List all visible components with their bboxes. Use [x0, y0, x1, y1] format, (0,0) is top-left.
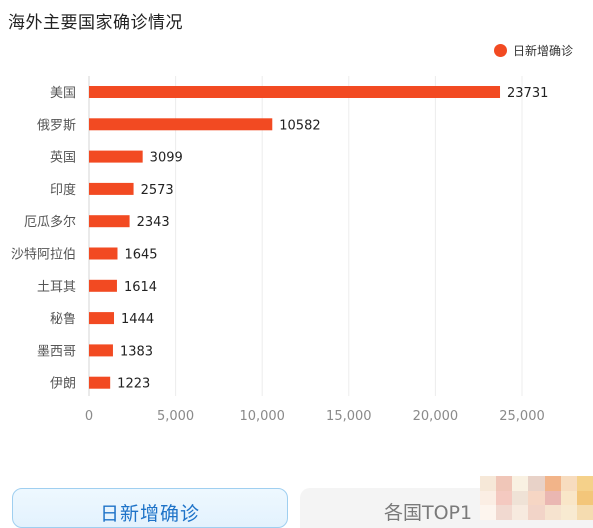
value-label: 23731 [507, 86, 548, 101]
value-label: 10582 [279, 118, 320, 133]
x-tick-label: 15,000 [326, 409, 372, 424]
value-label: 1614 [124, 280, 157, 295]
mosaic-cell [512, 505, 529, 520]
category-label: 美国 [50, 86, 76, 101]
legend-label: 日新增确诊 [512, 44, 573, 58]
chart-title: 海外主要国家确诊情况 [8, 13, 183, 33]
value-label: 1444 [121, 312, 154, 327]
tab-label: 日新增确诊 [99, 503, 200, 525]
mosaic-cell [576, 476, 593, 491]
category-label: 厄瓜多尔 [24, 214, 76, 230]
value-label: 3099 [150, 151, 183, 166]
mosaic-cell [560, 505, 577, 520]
x-tick-label: 20,000 [413, 409, 459, 424]
value-label: 2573 [141, 183, 174, 198]
mosaic-cell [496, 505, 513, 520]
watermark-mosaic [480, 476, 593, 520]
bar [89, 150, 143, 163]
category-label: 印度 [50, 182, 76, 198]
bar [89, 86, 501, 98]
bar [89, 344, 113, 357]
value-label: 1383 [120, 344, 153, 359]
mosaic-cell [512, 476, 529, 491]
bar [89, 182, 134, 195]
mosaic-cell [544, 476, 561, 491]
category-label: 英国 [50, 151, 76, 166]
x-tick-label: 25,000 [499, 409, 545, 424]
x-tick-label: 5,000 [157, 409, 194, 424]
x-tick-label: 10,000 [239, 409, 285, 424]
value-label: 1645 [124, 248, 157, 263]
mosaic-cell [544, 490, 561, 506]
mosaic-cell [576, 505, 593, 520]
category-label: 墨西哥 [37, 344, 76, 359]
value-label: 1223 [117, 377, 150, 392]
mosaic-cell [576, 490, 593, 506]
mosaic-cell [496, 476, 513, 491]
mosaic-cell [496, 490, 513, 506]
bar [89, 376, 111, 389]
bar [89, 215, 130, 228]
mosaic-cell [480, 476, 497, 491]
bar [89, 279, 117, 292]
mosaic-cell [528, 505, 545, 520]
mosaic-cell [560, 490, 577, 506]
mosaic-cell [528, 490, 545, 506]
x-tick-label: 0 [85, 409, 93, 424]
category-label: 沙特阿拉伯 [11, 248, 76, 263]
bar [89, 247, 118, 260]
mosaic-cell [544, 505, 561, 520]
legend-swatch [493, 44, 507, 57]
bar [89, 118, 273, 131]
tab-label: 各国TOP1 [384, 502, 473, 524]
mosaic-cell [560, 476, 577, 491]
category-label: 伊朗 [50, 377, 76, 392]
mosaic-cell [480, 505, 497, 520]
category-label: 俄罗斯 [37, 118, 76, 133]
mosaic-cell [480, 490, 497, 506]
chart-bars [89, 86, 501, 389]
chart-value-labels: 23731 10582 3099 2573 2343 1645 1614 1444 1383 12… [117, 86, 548, 392]
bar [89, 312, 115, 325]
mosaic-cell [528, 476, 545, 491]
category-label: 土耳其 [37, 280, 76, 295]
mosaic-cell [512, 490, 529, 506]
chart-legend: 日新增确诊 [493, 42, 573, 59]
tab-daily-new-cases[interactable]: 日新增确诊 [12, 488, 288, 528]
chart-x-ticks: 0 5,000 10,000 15,000 20,000 25,000 [85, 409, 545, 424]
category-label: 秘鲁 [50, 312, 76, 327]
value-label: 2343 [137, 215, 170, 230]
